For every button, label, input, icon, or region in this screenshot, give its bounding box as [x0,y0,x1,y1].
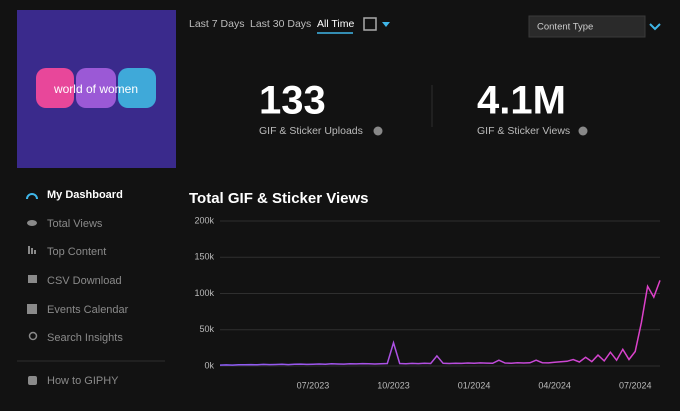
info-icon[interactable] [373,126,383,136]
stat-label: GIF & Sticker Views [477,125,570,137]
y-tick-label: 0k [204,360,214,370]
stat-value: 133 [259,79,326,123]
x-tick-label: 07/2024 [619,380,652,390]
nav-item[interactable]: Search Insights [47,332,123,344]
y-tick-label: 150k [194,252,214,262]
dropdown-chevron[interactable] [649,23,661,31]
dropdown-label: Content Type [537,22,593,33]
y-tick-label: 100k [194,288,214,298]
logo-text: world of women [53,82,138,96]
info-icon[interactable] [578,126,588,136]
x-tick-label: 07/2023 [297,380,330,390]
x-tick-label: 01/2024 [458,380,491,390]
stat-label: GIF & Sticker Uploads [259,125,363,137]
y-tick-label: 200k [194,215,214,225]
filter[interactable]: Last 30 Days [250,18,311,30]
nav-item[interactable]: My Dashboard [47,189,123,201]
y-tick-label: 50k [199,324,214,334]
stat-value: 4.1M [477,79,566,123]
dropdown[interactable] [528,15,646,38]
chart-title: Total GIF & Sticker Views [189,190,369,207]
x-tick-label: 04/2024 [538,380,571,390]
nav-item[interactable]: Top Content [47,246,106,258]
line [219,280,661,366]
filter[interactable]: All Time [317,18,355,30]
x-tick-label: 10/2023 [377,380,410,390]
nav-icons [17,193,165,385]
nav-item[interactable]: How to GIPHY [47,375,119,387]
nav-item[interactable]: Total Views [47,218,103,230]
nav-item[interactable]: CSV Download [47,275,122,287]
calendar-button[interactable] [363,17,390,31]
logo-shapes [36,68,156,108]
nav-item[interactable]: Events Calendar [47,304,129,316]
filter[interactable]: Last 7 Days [189,18,244,30]
